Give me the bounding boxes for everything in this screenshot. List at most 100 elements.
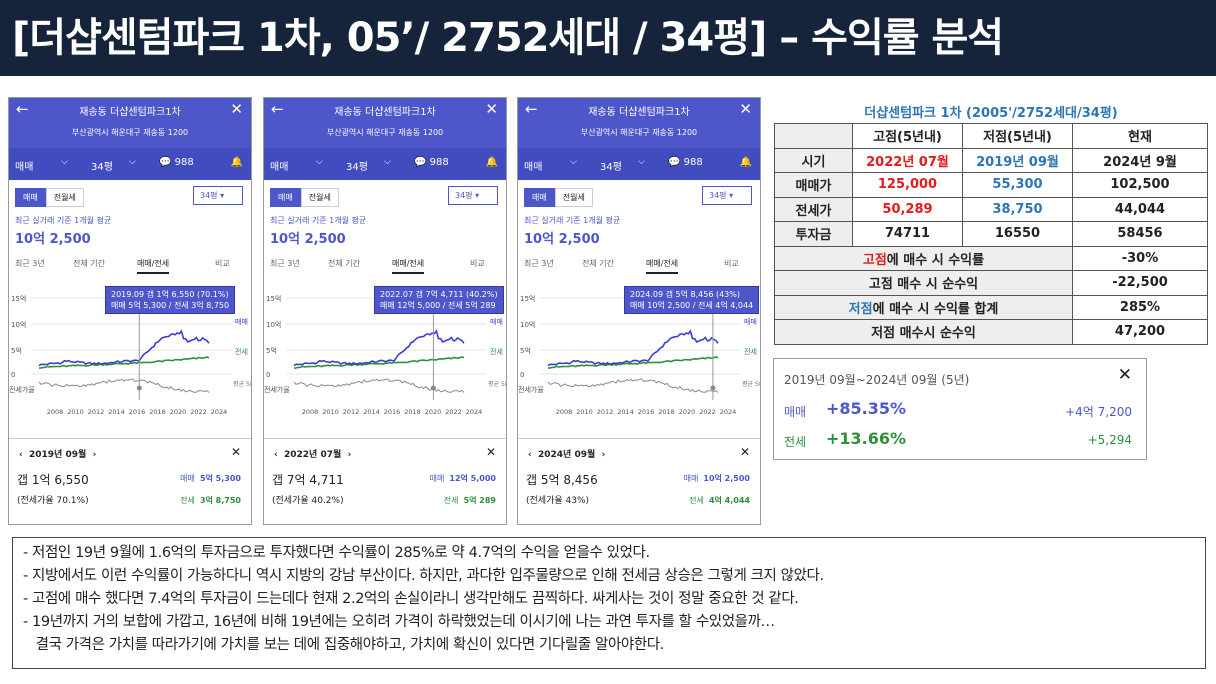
rent-price-value: 4억 4,044 [708, 496, 750, 505]
x-tick-label: 2008 [47, 408, 64, 416]
size-dropdown[interactable]: 34평 [91, 162, 113, 173]
close-icon[interactable]: ✕ [739, 100, 752, 118]
chevron-left-icon[interactable]: ‹ [274, 450, 278, 460]
tab-recent-3y[interactable]: 최근 3년 [270, 259, 300, 268]
tab-all-period[interactable]: 전체 기간 [328, 259, 360, 268]
y-tick-label: 15억 [266, 295, 281, 303]
chevron-down-icon: ⌵ [129, 157, 136, 167]
deal-type-dropdown[interactable]: 매매 [15, 162, 34, 173]
close-icon[interactable]: ✕ [1117, 365, 1132, 385]
cell-low: 16550 [962, 221, 1073, 247]
chevron-right-icon[interactable]: › [601, 450, 606, 460]
segment-rent[interactable]: 전월세 [45, 188, 84, 207]
y-tick-label: 5억 [11, 347, 22, 355]
table-row: 투자금 74711 16550 58456 [774, 221, 1208, 247]
gap-amount: 갭 7억 4,711 [272, 473, 344, 487]
x-tick-label: 2014 [363, 408, 380, 416]
tab-recent-3y[interactable]: 최근 3년 [524, 259, 554, 268]
x-tick-label: 2022 [190, 408, 207, 416]
size-dropdown[interactable]: 34평 [346, 162, 368, 173]
chevron-down-icon: ⌵ [61, 157, 68, 167]
gap-amount: 갭 1억 6,550 [17, 473, 89, 487]
tab-compare[interactable]: 비교 [470, 259, 485, 268]
segment-sale[interactable]: 매매 [270, 188, 301, 207]
deal-type-dropdown[interactable]: 매매 [270, 162, 289, 173]
close-icon[interactable]: ✕ [485, 445, 496, 459]
rent-change-pct: +13.66% [826, 429, 907, 448]
back-arrow-icon[interactable]: ← [525, 100, 538, 118]
bell-icon[interactable]: 🔔 [739, 157, 752, 168]
y-tick-label: 15억 [520, 295, 535, 303]
segment-rent[interactable]: 전월세 [554, 188, 593, 207]
y-tick-label: 5억 [266, 347, 277, 355]
comments-button[interactable]: 💬 988 [414, 157, 449, 168]
tab-compare[interactable]: 비교 [215, 259, 230, 268]
close-icon[interactable]: ✕ [739, 445, 750, 459]
tab-sale-rent[interactable]: 매매/전세 [646, 258, 679, 274]
size-select-value: 34평 [200, 191, 218, 200]
comment-count: 988 [429, 157, 449, 168]
deal-segment: 매매 전월세 [270, 188, 339, 207]
segment-sale[interactable]: 매매 [524, 188, 555, 207]
legend-rent: 전세 [235, 347, 248, 356]
segment-rent[interactable]: 전월세 [300, 188, 339, 207]
comment-icon: 💬 [414, 157, 427, 168]
address: 부산광역시 해운대구 재송동 1200 [326, 128, 444, 137]
back-arrow-icon[interactable]: ← [271, 100, 284, 118]
col-now: 현재 [1072, 123, 1208, 149]
comments-button[interactable]: 💬 988 [668, 157, 703, 168]
deal-type-dropdown[interactable]: 매매 [524, 162, 543, 173]
panel-body: 매매 전월세 34평 ▾ 최근 실거래 기준 1개월 평균 10억 2,500 … [264, 180, 507, 524]
tab-recent-3y[interactable]: 최근 3년 [15, 259, 45, 268]
chevron-down-icon: ⌵ [570, 157, 577, 167]
rent-price-label: 전세 [443, 496, 459, 505]
tab-all-period[interactable]: 전체 기간 [73, 259, 105, 268]
size-select[interactable]: 34평 ▾ [193, 186, 243, 205]
chevron-right-icon[interactable]: › [347, 450, 352, 460]
jeonse-rate: (전세가율 40.2%) [272, 496, 344, 506]
selected-month: 2019년 09월 [29, 450, 87, 460]
deal-segment: 매매 전월세 [524, 188, 593, 207]
table-row: 전세가 50,289 38,750 44,044 [774, 196, 1208, 222]
legend-sale: 매매 [235, 318, 248, 326]
note-line: 결국 가격은 가치를 따라가기에 가치를 보는 데에 집중해야하고, 가치에 확… [23, 637, 665, 653]
x-tick-label: 2010 [322, 408, 339, 416]
bell-icon[interactable]: 🔔 [230, 157, 243, 168]
chevron-left-icon[interactable]: ‹ [528, 450, 532, 460]
ratio-axis-label: 전세가율 [264, 385, 290, 394]
jeonse-rate: (전세가율 43%) [526, 496, 590, 506]
sale-series-line [38, 329, 210, 367]
month-selector[interactable]: ‹ 2019년 09월 › [19, 447, 96, 460]
tab-sale-rent[interactable]: 매매/전세 [392, 258, 425, 274]
comments-button[interactable]: 💬 988 [159, 157, 194, 168]
month-selector[interactable]: ‹ 2024년 09월 › [528, 447, 605, 460]
size-dropdown[interactable]: 34평 [600, 162, 622, 173]
close-icon[interactable]: ✕ [230, 100, 243, 118]
close-icon[interactable]: ✕ [485, 100, 498, 118]
row-label: 투자금 [774, 221, 853, 247]
tab-compare[interactable]: 비교 [724, 259, 739, 268]
size-select[interactable]: 34평 ▾ [448, 186, 498, 205]
caret-down-icon: ▾ [475, 191, 480, 200]
tab-all-period[interactable]: 전체 기간 [582, 259, 614, 268]
cell-high: 2022년 07월 [852, 147, 963, 173]
chevron-right-icon[interactable]: › [92, 450, 97, 460]
month-selector[interactable]: ‹ 2022년 07월 › [274, 447, 351, 460]
selection-dot [136, 385, 142, 391]
tooltip-gap: 2022.07 갭 7억 4,711 (40.2%) [380, 290, 498, 299]
size-select[interactable]: 34평 ▾ [702, 186, 752, 205]
bell-icon[interactable]: 🔔 [485, 157, 498, 168]
chevron-down-icon: ⌵ [638, 157, 645, 167]
segment-sale[interactable]: 매매 [15, 188, 46, 207]
back-arrow-icon[interactable]: ← [16, 100, 29, 118]
close-icon[interactable]: ✕ [230, 445, 241, 459]
summary-heading: 더샵센텀파크 1차 (2005'/2752세대/34평) [864, 105, 1118, 121]
chevron-left-icon[interactable]: ‹ [19, 450, 23, 460]
tab-sale-rent[interactable]: 매매/전세 [137, 258, 170, 274]
period-tabs: 최근 3년 전체 기간 매매/전세 비교 [518, 258, 760, 274]
cell-now: 2024년 9월 [1072, 147, 1208, 173]
row-label: 매매가 [774, 172, 853, 198]
